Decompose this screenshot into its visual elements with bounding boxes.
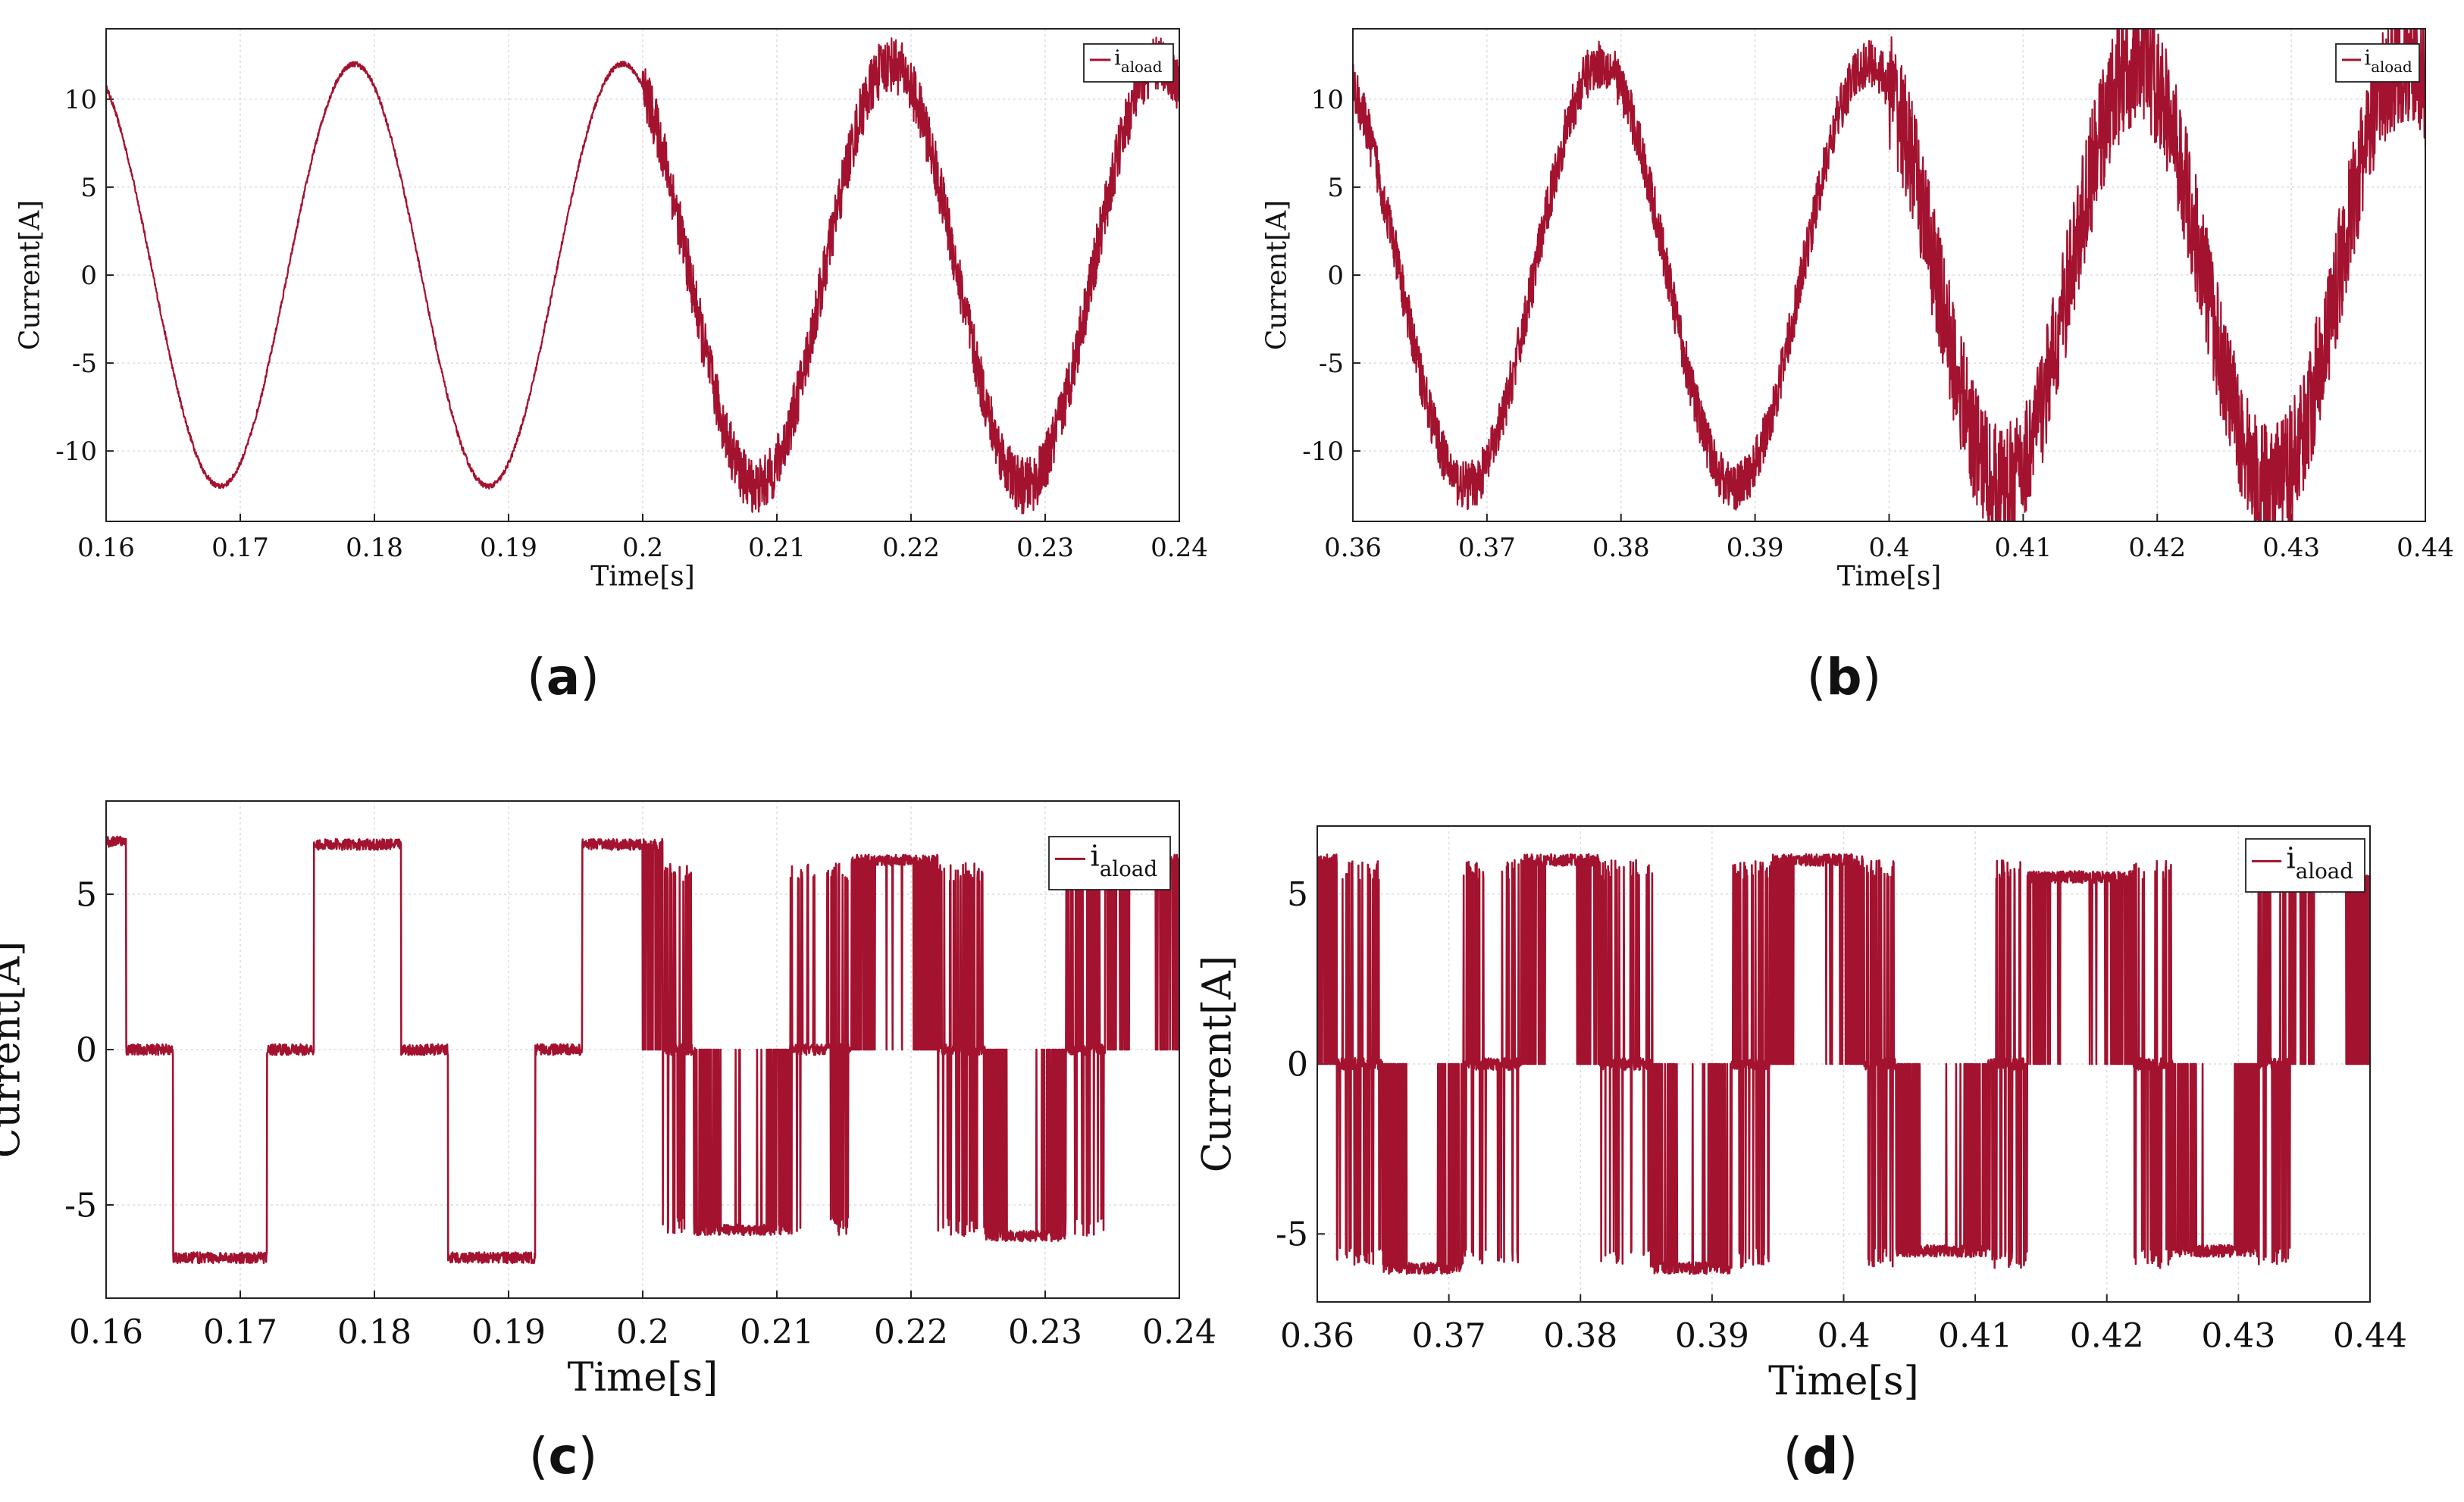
y-tick-label: 5 <box>1287 875 1308 914</box>
legend-label: iaload <box>1090 840 1157 881</box>
x-tick-label: 0.44 <box>2397 533 2454 563</box>
y-tick-label: -5 <box>1276 1216 1308 1254</box>
x-tick-label: 0.18 <box>346 533 403 563</box>
legend: iaload <box>2245 838 2365 893</box>
caption-b-letter: b <box>1826 648 1862 706</box>
series-i_aload <box>1317 853 2370 1275</box>
caption-a-letter: a <box>546 648 581 706</box>
y-axis-label: Current[A] <box>1195 956 1241 1172</box>
series-i_aload <box>106 36 1179 515</box>
x-tick-label: 0.16 <box>77 533 135 563</box>
x-axis-label: Time[s] <box>1768 1359 1919 1404</box>
x-tick-label: 0.17 <box>203 1313 277 1351</box>
legend-label: iaload <box>1114 46 1163 77</box>
legend-box <box>1083 43 1174 83</box>
chart-c: 0.16 0.17 0.18 0.19 0.2 0.21 0.22 0.23 0.24 -5 0 5 T… <box>0 800 1216 1400</box>
legend-box <box>2335 43 2420 83</box>
y-tick-label: -5 <box>72 349 97 379</box>
x-tick-label: 0.39 <box>1675 1316 1749 1355</box>
x-tick-label: 0.42 <box>2070 1316 2144 1355</box>
x-tick-label: 0.21 <box>740 1313 814 1351</box>
y-tick-label: -10 <box>1302 437 1344 467</box>
chart-b: 0.36 0.37 0.38 0.39 0.4 0.41 0.42 0.43 0.44 -10 -5… <box>1262 28 2454 593</box>
y-axis-label: Current[A] <box>0 941 30 1158</box>
plot-area-frame <box>1352 28 2426 522</box>
y-tick-label: 10 <box>64 85 97 115</box>
y-tick-label: 5 <box>76 875 97 914</box>
y-tick-label: 0 <box>76 1031 97 1069</box>
x-tick-label: 0.19 <box>471 1313 546 1351</box>
x-tick-label: 0.24 <box>1142 1313 1216 1351</box>
x-tick-label: 0.36 <box>1324 533 1382 563</box>
caption-b: (b) <box>1806 648 1882 706</box>
legend-box <box>2245 838 2365 893</box>
chart-a: 0.16 0.17 0.18 0.19 0.2 0.21 0.22 0.23 0.24 -10 -5… <box>15 28 1208 593</box>
x-tick-label: 0.21 <box>748 533 806 563</box>
x-tick-label: 0.17 <box>211 533 269 563</box>
y-tick-label: 0 <box>80 261 97 291</box>
x-tick-label: 0.22 <box>874 1313 948 1351</box>
x-tick-label: 0.38 <box>1543 1316 1617 1355</box>
y-axis-label: Current[A] <box>1262 200 1293 350</box>
legend-label: iaload <box>2286 842 2353 884</box>
caption-d-letter: d <box>1802 1427 1839 1485</box>
legend-label: iaload <box>2364 46 2412 77</box>
x-axis-label: Time[s] <box>568 1355 719 1400</box>
legend-box <box>1048 836 1171 890</box>
x-tick-label: 0.23 <box>1016 533 1074 563</box>
x-tick-label: 0.38 <box>1592 533 1650 563</box>
x-tick-label: 0.16 <box>69 1313 143 1351</box>
x-tick-label: 0.41 <box>1995 533 2052 563</box>
legend: iaload <box>1083 43 1174 83</box>
series-i_aload <box>1353 29 2425 521</box>
y-tick-label: 5 <box>1327 173 1344 203</box>
x-tick-label: 0.37 <box>1458 533 1516 563</box>
x-axis-label: Time[s] <box>590 562 695 593</box>
x-tick-label: 0.18 <box>337 1313 412 1351</box>
x-tick-label: 0.41 <box>1938 1316 2012 1355</box>
x-tick-label: 0.36 <box>1280 1316 1354 1355</box>
legend: iaload <box>1048 836 1171 890</box>
x-tick-label: 0.4 <box>1868 533 1909 563</box>
x-tick-label: 0.23 <box>1008 1313 1082 1351</box>
y-axis-label: Current[A] <box>15 200 46 350</box>
legend: iaload <box>2335 43 2420 83</box>
chart-d: 0.36 0.37 0.38 0.39 0.4 0.41 0.42 0.43 0.44 -5 0 5 T… <box>1195 825 2407 1404</box>
y-tick-label: -5 <box>1319 349 1344 379</box>
plot-area-frame <box>105 28 1180 522</box>
y-tick-label: 0 <box>1327 261 1344 291</box>
x-tick-label: 0.2 <box>616 1313 669 1351</box>
x-axis-label: Time[s] <box>1837 562 1942 593</box>
x-tick-label: 0.43 <box>2201 1316 2275 1355</box>
plot-area-frame <box>105 800 1180 1299</box>
x-tick-label: 0.37 <box>1412 1316 1486 1355</box>
caption-c: (c) <box>528 1427 598 1485</box>
x-tick-label: 0.42 <box>2128 533 2186 563</box>
x-tick-label: 0.4 <box>1817 1316 1871 1355</box>
caption-c-letter: c <box>548 1427 578 1485</box>
x-tick-label: 0.22 <box>882 533 940 563</box>
y-tick-label: 5 <box>80 173 97 203</box>
y-tick-label: -10 <box>55 437 97 467</box>
x-tick-label: 0.19 <box>480 533 537 563</box>
y-tick-label: -5 <box>64 1186 97 1225</box>
series-i_aload <box>106 835 1179 1265</box>
x-tick-label: 0.44 <box>2333 1316 2407 1355</box>
plot-area-frame <box>1317 825 2371 1303</box>
x-tick-label: 0.43 <box>2262 533 2320 563</box>
x-tick-label: 0.39 <box>1727 533 1784 563</box>
y-tick-label: 0 <box>1287 1045 1308 1084</box>
y-tick-label: 10 <box>1311 85 1344 115</box>
caption-d: (d) <box>1783 1427 1858 1485</box>
x-tick-label: 0.24 <box>1151 533 1208 563</box>
caption-a: (a) <box>526 648 600 706</box>
x-tick-label: 0.2 <box>622 533 663 563</box>
